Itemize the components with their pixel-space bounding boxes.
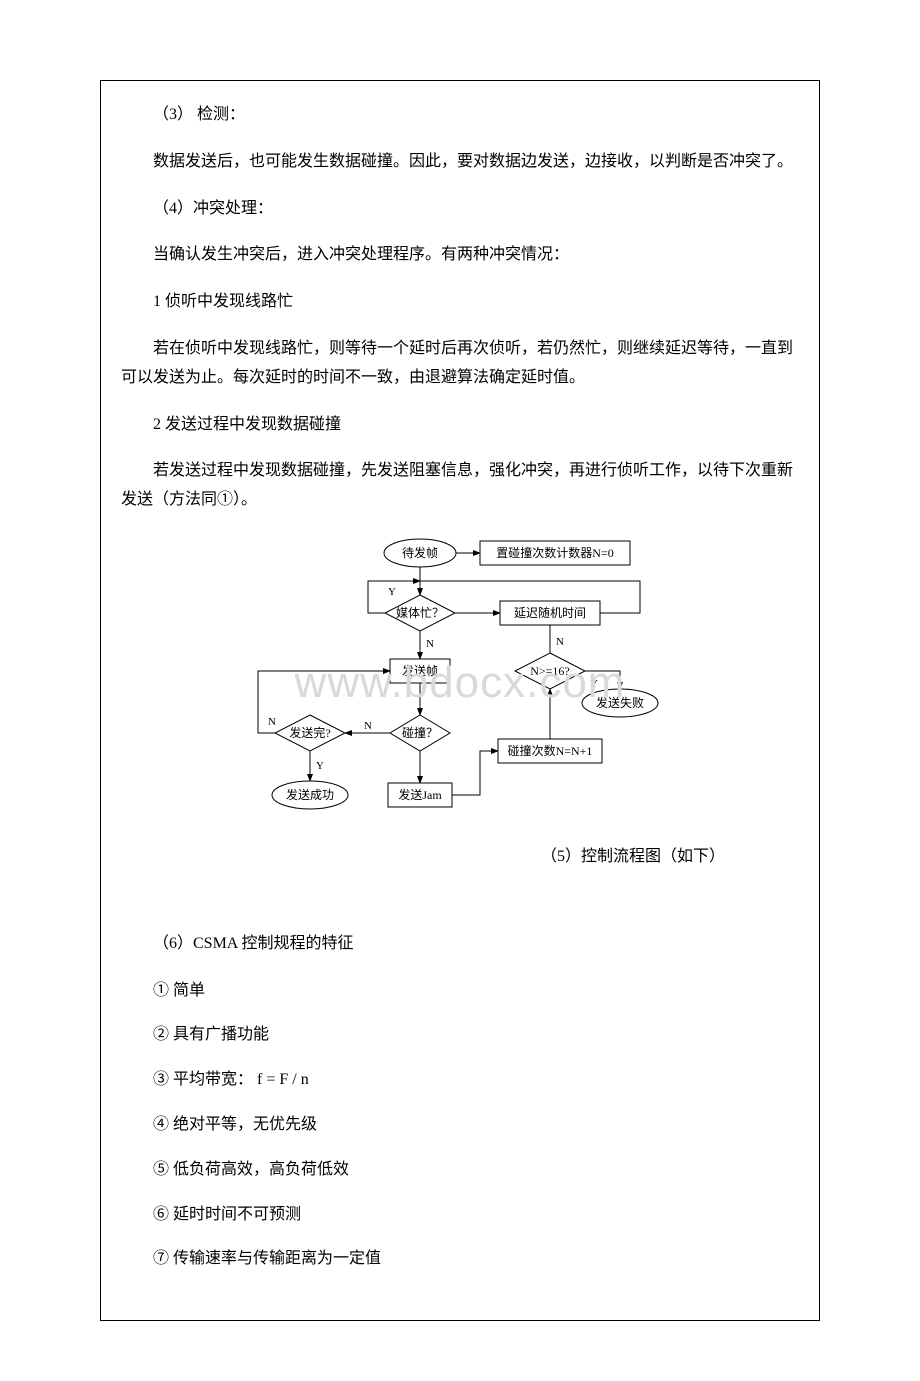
document-frame: （3） 检测： 数据发送后，也可能发生数据碰撞。因此，要对数据边发送，边接收，以… bbox=[100, 80, 820, 1321]
section-6-title: （6）CSMA 控制规程的特征 bbox=[121, 930, 799, 959]
section-4-body: 当确认发生冲突后，进入冲突处理程序。有两种冲突情况： bbox=[121, 241, 799, 270]
node-start-label: 待发帧 bbox=[402, 545, 438, 560]
label-busy-n: N bbox=[426, 638, 434, 650]
label-collide-n: N bbox=[364, 720, 372, 732]
node-send-label: 发送帧 bbox=[402, 663, 438, 678]
label-nge16-y: Y bbox=[590, 678, 598, 690]
label-busy-y: Y bbox=[388, 586, 396, 598]
node-busy-label: 媒体忙？ bbox=[396, 606, 444, 620]
label-done-n: N bbox=[268, 716, 276, 728]
section-3-body: 数据发送后，也可能发生数据碰撞。因此，要对数据边发送，边接收，以判断是否冲突了。 bbox=[121, 148, 799, 177]
node-collide-label: 碰撞？ bbox=[402, 725, 438, 740]
feature-2: ② 具有广播功能 bbox=[121, 1021, 799, 1050]
feature-3: ③ 平均带宽： f = F / n bbox=[121, 1066, 799, 1095]
section-5-caption: （5）控制流程图（如下） bbox=[121, 843, 799, 872]
section-4-2-body: 若发送过程中发现数据碰撞，先发送阻塞信息，强化冲突，再进行侦听工作，以待下次重新… bbox=[121, 457, 799, 515]
section-3-title: （3） 检测： bbox=[121, 101, 799, 130]
node-nge16-label: N>=16? bbox=[530, 664, 570, 678]
feature-1: ① 简单 bbox=[121, 977, 799, 1006]
flowchart-svg: 待发帧 置碰撞次数计数器N=0 媒体忙？ Y 延迟随机时间 N 发送帧 bbox=[240, 533, 680, 823]
section-4-1-body: 若在侦听中发现线路忙，则等待一个延时后再次侦听，若仍然忙，则继续延迟等待，一直到… bbox=[121, 335, 799, 393]
feature-5: ⑤ 低负荷高效，高负荷低效 bbox=[121, 1156, 799, 1185]
feature-6: ⑥ 延时时间不可预测 bbox=[121, 1201, 799, 1230]
node-success-label: 发送成功 bbox=[286, 787, 334, 802]
label-done-y: Y bbox=[316, 760, 324, 772]
edge-jam-inc bbox=[452, 751, 498, 795]
feature-7: ⑦ 传输速率与传输距离为一定值 bbox=[121, 1245, 799, 1274]
node-done-label: 发送完? bbox=[289, 725, 330, 740]
node-setn-label: 置碰撞次数计数器N=0 bbox=[496, 545, 613, 560]
node-fail-label: 发送失败 bbox=[596, 695, 644, 710]
feature-4: ④ 绝对平等，无优先级 bbox=[121, 1111, 799, 1140]
section-4-1-title: 1 侦听中发现线路忙 bbox=[121, 288, 799, 317]
flowchart-container: 待发帧 置碰撞次数计数器N=0 媒体忙？ Y 延迟随机时间 N 发送帧 bbox=[121, 533, 799, 823]
node-delay-label: 延迟随机时间 bbox=[514, 605, 586, 620]
label-delay-n: N bbox=[556, 636, 564, 648]
node-jam-label: 发送Jam bbox=[398, 787, 442, 802]
section-4-title: （4）冲突处理： bbox=[121, 195, 799, 224]
section-4-2-title: 2 发送过程中发现数据碰撞 bbox=[121, 411, 799, 440]
node-inc-label: 碰撞次数N=N+1 bbox=[508, 743, 593, 758]
